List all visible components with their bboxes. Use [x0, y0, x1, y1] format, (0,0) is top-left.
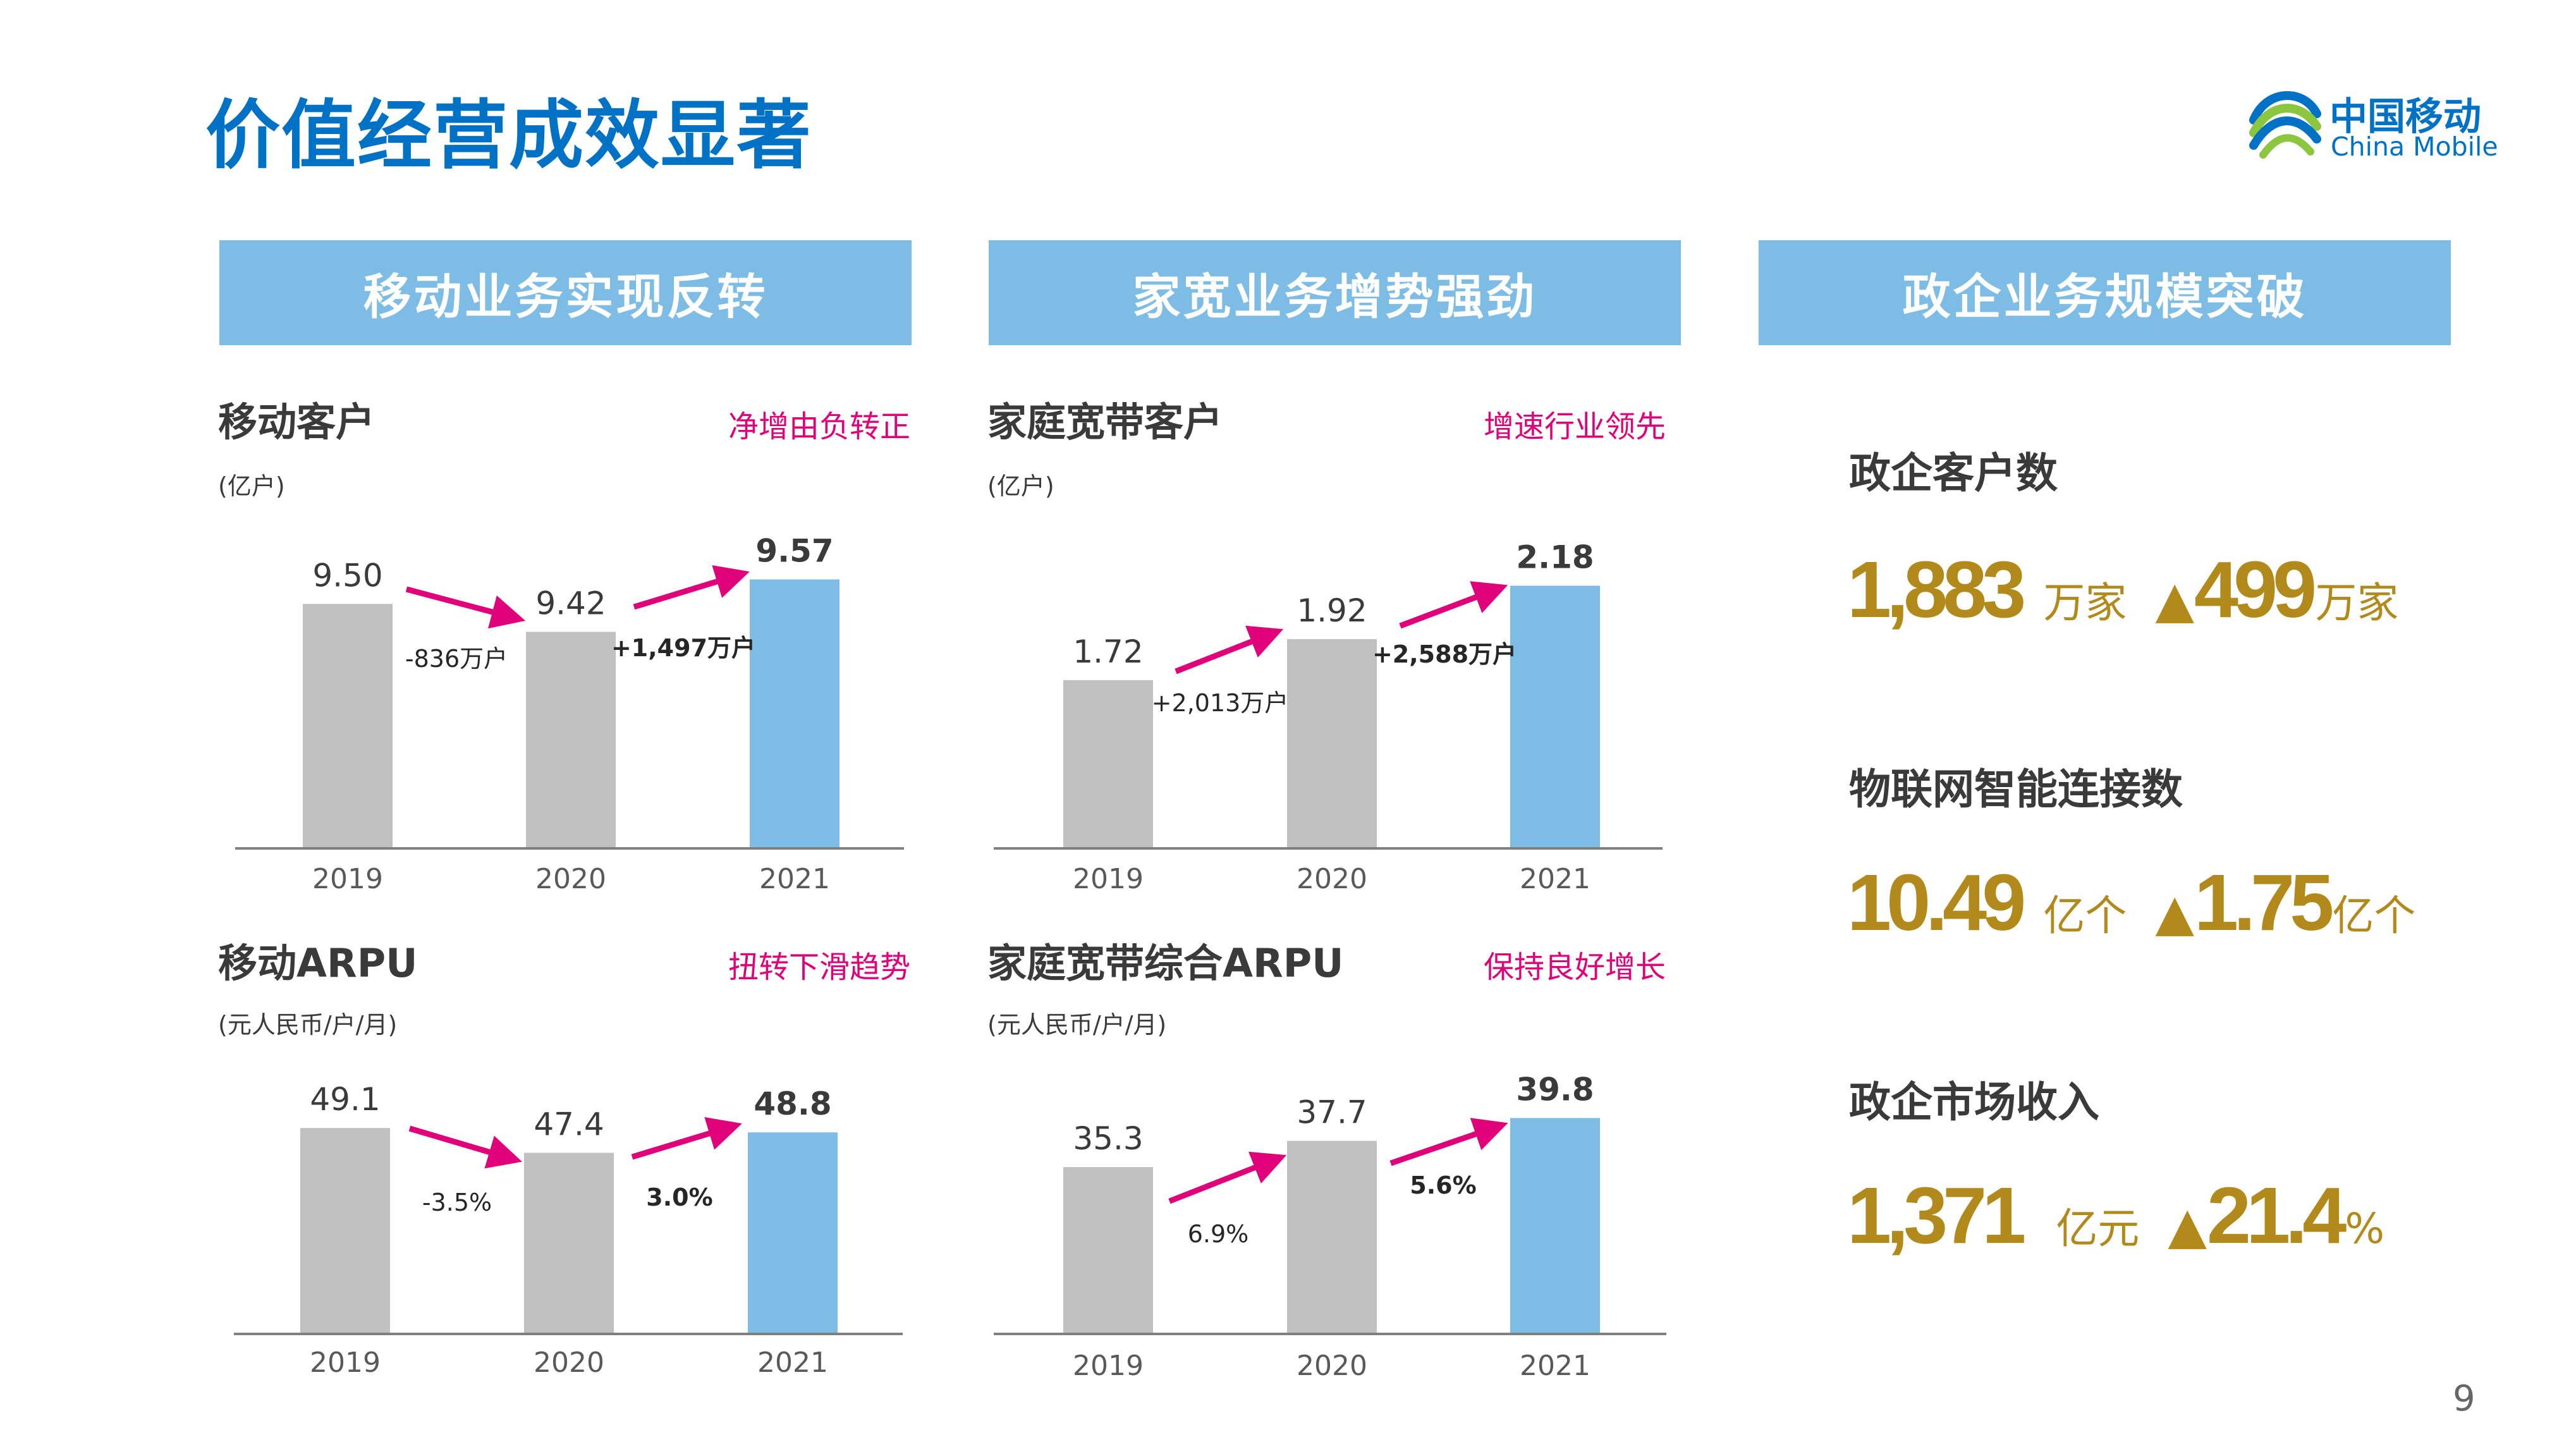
panel-title-mobile-customers: 移动客户	[218, 399, 375, 445]
category-label-2021: 2021	[1520, 863, 1590, 895]
change-label: 6.9%	[1188, 1220, 1249, 1248]
value-label-2020: 47.4	[534, 1106, 604, 1143]
panel-unit-broadband-customers: (亿户)	[987, 472, 1054, 500]
category-label-2021: 2021	[1520, 1350, 1590, 1382]
bar-2021	[748, 1132, 838, 1334]
trend-arrow-icon	[1399, 581, 1508, 629]
panel-note-mobile-arpu: 扭转下滑趋势	[728, 950, 910, 985]
bar-2021	[750, 579, 839, 848]
trend-arrow-icon	[1168, 1151, 1287, 1204]
trend-arrow-icon	[631, 1117, 742, 1160]
change-label: -3.5%	[422, 1189, 492, 1216]
bar-2020	[1287, 639, 1377, 848]
panel-title-broadband-customers: 家庭宽带客户	[987, 399, 1223, 445]
up-triangle-icon: ▲	[2155, 570, 2195, 629]
value-label-2020: 1.92	[1297, 592, 1367, 629]
panel-title-broadband-arpu: 家庭宽带综合ARPU	[987, 940, 1344, 986]
stat-label-enterprise-customers: 政企客户数	[1849, 449, 2058, 498]
category-label-2020: 2020	[1297, 863, 1367, 895]
value-label-2019: 49.1	[310, 1081, 380, 1118]
china-mobile-logo-icon	[2249, 91, 2321, 159]
page-title: 价值经营成效显著	[205, 92, 813, 179]
stat-label-enterprise-revenue: 政企市场收入	[1849, 1078, 2099, 1127]
trend-arrow-icon	[408, 1125, 522, 1169]
logo-text-en: China Mobile	[2331, 131, 2498, 162]
panel-unit-mobile-customers: (亿户)	[218, 472, 285, 500]
stat-value: 10.49	[1847, 858, 2026, 947]
category-label-2019: 2019	[312, 863, 383, 895]
change-label: +1,497万户	[611, 634, 755, 662]
bar-2021	[1510, 585, 1600, 848]
up-triangle-icon: ▲	[2168, 1196, 2207, 1255]
bar-2020	[526, 632, 616, 848]
panel-note-mobile-customers: 净增由负转正	[728, 409, 910, 444]
bar-2019	[303, 604, 393, 848]
stat-delta-unit: 亿个	[2332, 891, 2416, 940]
logo-text-cn: 中国移动	[2329, 95, 2481, 139]
category-label-2019: 2019	[1073, 863, 1144, 895]
panel-unit-broadband-arpu: (元人民币/户/月)	[987, 1011, 1167, 1039]
category-label-2020: 2020	[534, 1347, 604, 1379]
stat-delta: 21.4	[2207, 1171, 2347, 1260]
trend-arrow-icon	[1389, 1118, 1508, 1166]
china-mobile-logo: 中国移动 China Mobile	[2247, 82, 2513, 171]
bar-2019	[1063, 680, 1153, 848]
value-label-2021: 2.18	[1516, 539, 1594, 575]
section-header-mobile: 移动业务实现反转	[219, 240, 912, 345]
stat-delta-unit: %	[2345, 1204, 2385, 1253]
panel-title-mobile-arpu: 移动ARPU	[218, 940, 418, 986]
change-label: 5.6%	[1410, 1171, 1476, 1199]
trend-arrow-icon	[633, 565, 750, 610]
bar-2021	[1510, 1118, 1600, 1334]
stat-unit: 亿元	[2056, 1204, 2140, 1253]
panel-unit-mobile-arpu: (元人民币/户/月)	[218, 1011, 398, 1039]
section-header-enterprise: 政企业务规模突破	[1759, 240, 2451, 345]
value-label-2019: 35.3	[1073, 1120, 1143, 1157]
category-label-2019: 2019	[1073, 1350, 1144, 1382]
page-number: 9	[2453, 1378, 2475, 1419]
stat-row-iot-connections: 10.49 亿个 ▲1.75 亿个	[1847, 857, 2415, 948]
trend-arrow-icon	[405, 586, 526, 629]
category-label-2021: 2021	[759, 863, 830, 895]
stat-value: 1,883	[1847, 545, 2026, 634]
stat-row-enterprise-customers: 1,883 万家 ▲499 万家	[1847, 544, 2398, 635]
change-label: 3.0%	[646, 1183, 712, 1211]
change-label: -836万户	[405, 645, 508, 673]
panel-note-broadband-arpu: 保持良好增长	[1483, 950, 1666, 985]
value-label-2021: 39.8	[1516, 1071, 1594, 1108]
section-header-broadband: 家宽业务增势强劲	[989, 240, 1681, 345]
change-label: +2,013万户	[1152, 689, 1289, 717]
value-label-2021: 9.57	[755, 533, 833, 570]
category-label-2021: 2021	[757, 1347, 828, 1379]
category-label-2020: 2020	[1297, 1350, 1367, 1382]
category-label-2020: 2020	[535, 863, 606, 895]
stat-value: 1,371	[1847, 1171, 2026, 1260]
stat-unit: 亿个	[2043, 891, 2127, 940]
change-label: +2,588万户	[1372, 640, 1517, 668]
bar-2019	[300, 1128, 390, 1334]
stat-delta: 499	[2194, 545, 2317, 634]
stat-delta-unit: 万家	[2315, 578, 2399, 627]
value-label-2021: 48.8	[754, 1085, 831, 1122]
trend-arrow-icon	[1175, 625, 1284, 675]
up-triangle-icon: ▲	[2155, 883, 2195, 942]
value-label-2019: 9.50	[312, 557, 382, 594]
stat-label-iot-connections: 物联网智能连接数	[1849, 765, 2183, 814]
panel-note-broadband-customers: 增速行业领先	[1483, 409, 1666, 444]
bar-2019	[1063, 1167, 1153, 1334]
category-label-2019: 2019	[310, 1347, 381, 1379]
stat-row-enterprise-revenue: 1,371 亿元 ▲21.4 %	[1847, 1170, 2384, 1261]
bar-2020	[524, 1152, 614, 1334]
stat-unit: 万家	[2043, 578, 2127, 627]
value-label-2020: 37.7	[1297, 1094, 1367, 1131]
bar-2020	[1287, 1140, 1377, 1334]
value-label-2020: 9.42	[535, 585, 606, 621]
value-label-2019: 1.72	[1073, 633, 1143, 670]
stat-delta: 1.75	[2194, 858, 2334, 947]
